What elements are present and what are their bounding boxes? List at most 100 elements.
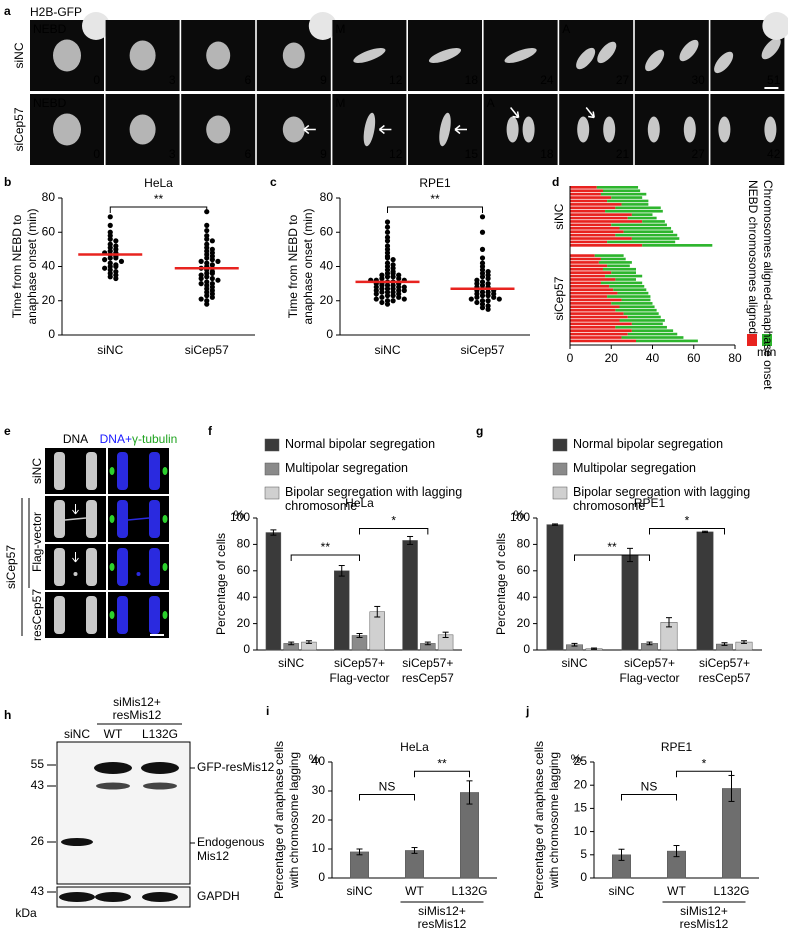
- bar-segment: [570, 274, 606, 278]
- significance-bracket: [359, 528, 429, 535]
- bar-segment: [623, 312, 659, 315]
- bar-segment: [615, 206, 661, 210]
- band: [96, 782, 130, 790]
- bar-segment: [615, 233, 678, 237]
- data-point: [204, 301, 210, 307]
- data-point: [209, 257, 215, 263]
- anaphase-set: [647, 116, 660, 143]
- y-tick-label: 0: [318, 870, 325, 884]
- data-point: [107, 255, 113, 261]
- x-tick-label: 20: [605, 351, 619, 365]
- significance-bracket: [109, 206, 208, 213]
- time-stamp: 12: [389, 73, 403, 87]
- data-point: [479, 255, 486, 261]
- legend-swatch: [552, 486, 568, 500]
- data-point: [204, 255, 210, 261]
- metaphase-plate: [504, 48, 537, 63]
- column-header-part: DNA: [63, 432, 88, 446]
- anaphase-set: [577, 116, 590, 143]
- bar-segment: [570, 257, 601, 261]
- chromatin-set: [117, 452, 128, 490]
- data-point: [479, 229, 486, 235]
- x-tick-label: Flag-vector: [329, 671, 389, 685]
- data-point: [390, 274, 396, 280]
- bar-segment: [609, 284, 645, 288]
- panel-letter: i: [266, 704, 269, 718]
- micrograph: [559, 20, 634, 91]
- bar-segment: [621, 298, 651, 302]
- bar-segment: [642, 244, 713, 247]
- significance-bracket: [387, 206, 483, 213]
- anaphase-set: [679, 39, 699, 62]
- y-tick-label: 20: [320, 293, 334, 307]
- chromatin: [504, 48, 537, 63]
- band-label: GAPDH: [197, 889, 240, 903]
- bar-segment: [619, 305, 655, 309]
- bar-segment: [631, 213, 653, 216]
- row-label: Flag-vector: [30, 512, 44, 572]
- y-tick-label: 20: [237, 616, 251, 630]
- x-tick-label: siCep57+: [624, 656, 675, 670]
- significance-bracket: [359, 793, 415, 801]
- bar-segment: [607, 295, 651, 298]
- bar: [696, 531, 714, 651]
- y-tick-label: 0: [48, 327, 55, 341]
- x-tick-label: Flag-vector: [619, 671, 679, 685]
- lagging-chromatin: [127, 517, 150, 521]
- data-point: [479, 305, 486, 311]
- arrow: [378, 124, 392, 135]
- data-point: [390, 298, 396, 304]
- header-label: siMis12+: [113, 695, 161, 709]
- data-point: [215, 258, 221, 264]
- y-tick-label: 80: [237, 537, 251, 551]
- bar-segment: [570, 244, 643, 247]
- bar-segment: [570, 261, 599, 264]
- y-tick-label: 10: [574, 824, 588, 838]
- y-unit: %: [234, 508, 245, 522]
- y-tick-label: 40: [312, 754, 326, 768]
- marker-label: 26: [31, 834, 45, 848]
- y-axis-label: Percentage of cells: [214, 533, 228, 635]
- bar: [334, 570, 350, 651]
- time-stamp: 15: [465, 147, 479, 161]
- anaphase-set: [645, 49, 665, 72]
- chromatin-set: [86, 596, 97, 634]
- chromatin-blob: [206, 115, 231, 144]
- significance-label: NS: [641, 780, 658, 794]
- significance-bracket: [414, 770, 470, 778]
- legend-swatch: [552, 462, 568, 476]
- data-point: [102, 257, 108, 263]
- bar-segment: [570, 237, 632, 240]
- time-stamp: 21: [616, 147, 630, 161]
- stage-label: NEBD: [33, 22, 67, 36]
- data-point: [209, 238, 215, 244]
- significance-label: **: [321, 540, 331, 554]
- centrosome: [162, 515, 168, 523]
- data-point: [209, 275, 215, 282]
- data-point: [384, 229, 391, 235]
- chromatin-set: [149, 596, 160, 634]
- time-stamp: 27: [691, 147, 705, 161]
- band: [94, 762, 132, 774]
- group-label: siCep57: [4, 545, 18, 589]
- stage-label: A: [562, 22, 570, 36]
- significance-label: **: [437, 756, 447, 770]
- x-tick-label: L132G: [713, 884, 749, 898]
- chromatin-set: [117, 596, 128, 634]
- metaphase-plate: [439, 112, 451, 147]
- legend-label: NEBD chromosomes aligned: [746, 180, 760, 334]
- arrow: [72, 504, 79, 515]
- data-point: [396, 294, 402, 300]
- bar-segment: [570, 302, 612, 305]
- band: [61, 838, 93, 846]
- anaphase-set: [597, 41, 617, 64]
- bar-segment: [570, 192, 601, 196]
- bar-segment: [600, 192, 647, 196]
- y-tick-label: 0: [326, 327, 333, 341]
- y-tick-label: 20: [574, 777, 588, 791]
- lane-label: siNC: [64, 727, 90, 741]
- time-stamp: 3: [169, 147, 176, 161]
- y-tick-label: 80: [320, 190, 334, 204]
- data-point: [204, 236, 210, 242]
